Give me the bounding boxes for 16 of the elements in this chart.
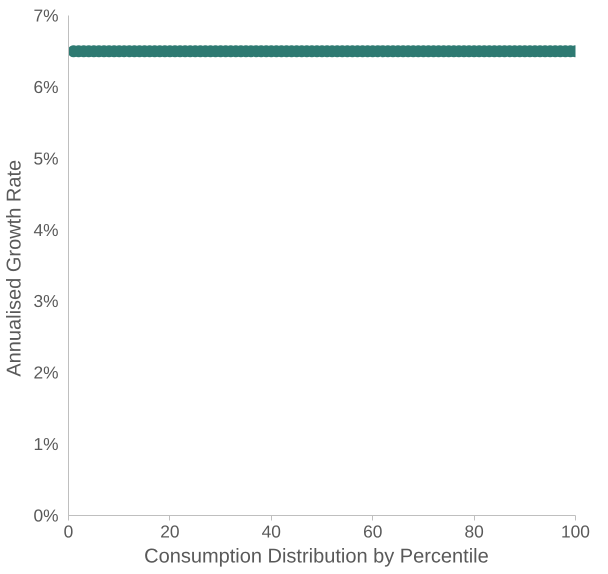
y-tick-label: 2% bbox=[33, 362, 58, 383]
y-tick-label: 5% bbox=[33, 148, 58, 168]
x-axis-title: Consumption Distribution by Percentile bbox=[144, 546, 489, 568]
x-tick-label: 40 bbox=[262, 522, 281, 542]
x-tick-label: 80 bbox=[464, 522, 484, 542]
x-tick-label: 60 bbox=[363, 522, 382, 542]
y-tick-label: 7% bbox=[33, 6, 58, 26]
y-tick-label: 6% bbox=[33, 76, 58, 97]
y-tick-label: 0% bbox=[33, 506, 58, 526]
y-axis-title: Annualised Growth Rate bbox=[3, 160, 26, 377]
y-tick-label: 4% bbox=[33, 220, 58, 240]
x-tick-label: 20 bbox=[160, 522, 180, 542]
y-tick-label: 1% bbox=[33, 434, 58, 454]
x-tick-label: 0 bbox=[64, 522, 74, 542]
y-tick-label: 3% bbox=[33, 291, 58, 312]
x-tick-label: 100 bbox=[561, 522, 590, 542]
